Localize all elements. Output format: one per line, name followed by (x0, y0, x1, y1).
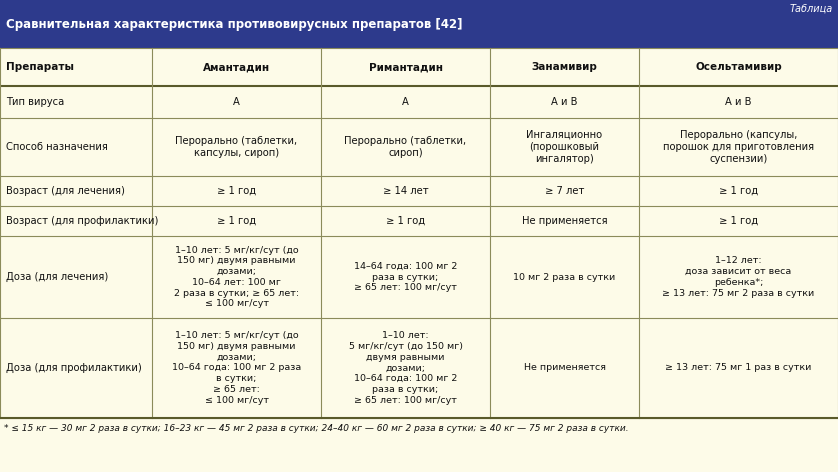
Text: Перорально (капсулы,
порошок для приготовления
суспензии): Перорально (капсулы, порошок для пригото… (663, 130, 814, 164)
Text: Способ назначения: Способ назначения (6, 142, 108, 152)
Bar (0, 86, 838, 118)
Text: ≥ 1 год: ≥ 1 год (719, 186, 758, 196)
Bar (0, 118, 838, 176)
Text: Возраст (для профилактики): Возраст (для профилактики) (6, 216, 158, 226)
Text: Ингаляционно
(порошковый
ингалятор): Ингаляционно (порошковый ингалятор) (526, 130, 603, 164)
Bar (0, 0, 838, 48)
Text: 1–10 лет: 5 мг/кг/сут (до
150 мг) двумя равными
дозами;
10–64 лет: 100 мг
2 раза: 1–10 лет: 5 мг/кг/сут (до 150 мг) двумя … (174, 245, 299, 308)
Text: Перорально (таблетки,
капсулы, сироп): Перорально (таблетки, капсулы, сироп) (175, 136, 297, 158)
Text: ≥ 13 лет: 75 мг 1 раз в сутки: ≥ 13 лет: 75 мг 1 раз в сутки (665, 363, 812, 372)
Bar (0, 48, 838, 86)
Text: Тип вируса: Тип вируса (6, 97, 65, 107)
Text: Перорально (таблетки,
сироп): Перорально (таблетки, сироп) (344, 136, 467, 158)
Text: 1–10 лет:
5 мг/кг/сут (до 150 мг)
двумя равными
дозами;
10–64 года: 100 мг 2
раз: 1–10 лет: 5 мг/кг/сут (до 150 мг) двумя … (349, 331, 463, 405)
Text: Осельтамивир: Осельтамивир (696, 62, 782, 72)
Text: Доза (для профилактики): Доза (для профилактики) (6, 363, 142, 373)
Text: 1–12 лет:
доза зависит от веса
ребенка*;
≥ 13 лет: 75 мг 2 раза в сутки: 1–12 лет: доза зависит от веса ребенка*;… (662, 256, 815, 298)
Text: * ≤ 15 кг — 30 мг 2 раза в сутки; 16–23 кг — 45 мг 2 раза в сутки; 24–40 кг — 60: * ≤ 15 кг — 30 мг 2 раза в сутки; 16–23 … (4, 424, 628, 433)
Text: ≥ 1 год: ≥ 1 год (217, 216, 256, 226)
Text: Не применяется: Не применяется (524, 363, 606, 372)
Text: 14–64 года: 100 мг 2
раза в сутки;
≥ 65 лет: 100 мг/сут: 14–64 года: 100 мг 2 раза в сутки; ≥ 65 … (354, 262, 458, 292)
Text: Не применяется: Не применяется (522, 216, 608, 226)
Text: Сравнительная характеристика противовирусных препаратов [42]: Сравнительная характеристика противовиру… (6, 18, 463, 31)
Text: Занамивир: Занамивир (531, 62, 597, 72)
Text: 10 мг 2 раза в сутки: 10 мг 2 раза в сутки (514, 272, 616, 281)
Text: ≥ 1 год: ≥ 1 год (719, 216, 758, 226)
Text: ≥ 7 лет: ≥ 7 лет (545, 186, 584, 196)
Text: ≥ 1 год: ≥ 1 год (217, 186, 256, 196)
Text: Таблица: Таблица (789, 4, 833, 14)
Text: ≥ 14 лет: ≥ 14 лет (383, 186, 428, 196)
Text: А и В: А и В (551, 97, 577, 107)
Text: ≥ 1 год: ≥ 1 год (386, 216, 425, 226)
Text: Амантадин: Амантадин (203, 62, 270, 72)
Text: Возраст (для лечения): Возраст (для лечения) (6, 186, 125, 196)
Bar (0, 206, 838, 236)
Text: Римантадин: Римантадин (369, 62, 442, 72)
Bar (0, 176, 838, 206)
Text: Препараты: Препараты (6, 62, 74, 72)
Text: А: А (402, 97, 409, 107)
Text: Доза (для лечения): Доза (для лечения) (6, 272, 108, 282)
Text: А: А (233, 97, 240, 107)
Bar (0, 236, 838, 318)
Bar (0, 318, 838, 418)
Text: 1–10 лет: 5 мг/кг/сут (до
150 мг) двумя равными
дозами;
10–64 года: 100 мг 2 раз: 1–10 лет: 5 мг/кг/сут (до 150 мг) двумя … (172, 331, 301, 405)
Text: А и В: А и В (725, 97, 752, 107)
